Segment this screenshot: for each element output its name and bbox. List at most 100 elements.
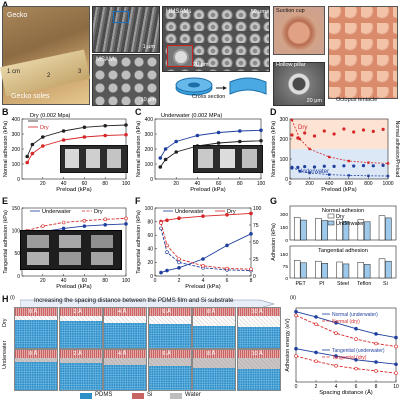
data-point bbox=[165, 268, 169, 273]
x-tick-label: 400 bbox=[325, 181, 334, 187]
y-tick-label: 100 bbox=[145, 162, 154, 168]
x-axis-label: Preload (kPa) bbox=[185, 284, 221, 290]
y-tick-label: 100 bbox=[280, 157, 289, 163]
bar bbox=[315, 218, 322, 241]
y-tick-label: 300 bbox=[280, 212, 288, 218]
ratio-point bbox=[347, 159, 350, 163]
bar bbox=[336, 261, 343, 279]
data-point bbox=[314, 315, 318, 319]
y-tick-label: 40 bbox=[147, 247, 153, 253]
legend-pdms-swatch bbox=[80, 393, 92, 399]
spacing-label: 4 Å bbox=[118, 309, 127, 315]
data-point bbox=[201, 264, 205, 268]
data-point bbox=[332, 164, 336, 169]
y-tick-label: 20 bbox=[147, 260, 153, 266]
data-point bbox=[394, 362, 398, 367]
ratio-point bbox=[308, 171, 311, 175]
legend-water-swatch bbox=[170, 393, 182, 399]
md-snapshot: 6 Å bbox=[147, 307, 192, 349]
x-tick-label: 40 bbox=[61, 278, 67, 284]
data-point bbox=[165, 250, 169, 255]
cross-section-svg bbox=[175, 77, 267, 96]
data-point bbox=[394, 371, 398, 375]
data-point bbox=[342, 164, 346, 168]
data-point bbox=[303, 164, 307, 169]
hollow-pillar-image: Hollow pillar 20 μm bbox=[273, 62, 325, 106]
si-layer bbox=[15, 350, 57, 358]
panel-e-label: E bbox=[2, 196, 9, 206]
series-line bbox=[295, 355, 397, 374]
md-snapshot: 2 Å bbox=[58, 307, 103, 349]
bar bbox=[363, 221, 371, 241]
data-point bbox=[61, 129, 66, 133]
legend-si-swatch bbox=[132, 393, 144, 399]
y-tick-label: 0 bbox=[285, 276, 288, 282]
y-axis-label: Tangential adhesion (kPa) bbox=[136, 210, 142, 274]
panel-g-label: G bbox=[270, 196, 278, 206]
data-point bbox=[201, 214, 205, 218]
chart-title: Dry (0.002 Mpa) bbox=[30, 113, 71, 119]
ratio-point bbox=[290, 118, 294, 122]
data-point bbox=[371, 164, 375, 168]
legend-label: Normal (dry) bbox=[332, 319, 360, 325]
x-tick-label: 80 bbox=[102, 181, 108, 187]
md-snapshot: 0 Å bbox=[14, 349, 58, 391]
data-point bbox=[334, 331, 338, 335]
y-axis-label: Normal adhesion (kPa) bbox=[3, 121, 9, 177]
category-label: PET bbox=[295, 281, 306, 287]
banner-text: Increasing the spacing distance between … bbox=[34, 297, 234, 304]
bar bbox=[321, 263, 328, 279]
x-axis-label: Spacing distance (Å) bbox=[319, 389, 373, 396]
x-tick-label: 2 bbox=[315, 384, 318, 390]
spacing-banner: Increasing the spacing distance between … bbox=[19, 296, 276, 309]
ruler-2-label: 2 bbox=[47, 73, 51, 79]
x-tick-label: 80 bbox=[102, 278, 108, 284]
panel-d-label: D bbox=[270, 107, 277, 117]
chart-d: 0 200 400 600 800 1000 0 100 200 300 Preload (kPa)… bbox=[271, 117, 400, 193]
data-point bbox=[303, 131, 307, 135]
y-tick-label: 400 bbox=[12, 117, 21, 123]
data-point bbox=[342, 127, 346, 131]
data-point bbox=[374, 369, 378, 373]
setae-sem-image: 1 μm bbox=[92, 6, 160, 53]
data-point bbox=[374, 360, 378, 364]
msams-scale: 10 μm bbox=[140, 97, 156, 103]
x-tick-label: 4 bbox=[335, 384, 338, 390]
bar bbox=[378, 215, 386, 241]
legend-underwater-swatch bbox=[327, 220, 335, 226]
y-tick-label: 80 bbox=[147, 219, 153, 225]
md-snapshot: 2 Å bbox=[58, 349, 103, 391]
bar bbox=[342, 263, 350, 279]
data-point bbox=[225, 212, 229, 217]
x-tick-label: 600 bbox=[345, 181, 354, 187]
data-point bbox=[259, 138, 263, 143]
data-point bbox=[322, 129, 326, 133]
msams-sem-image: MSAMs 10 μm bbox=[92, 54, 160, 106]
ratio-point bbox=[347, 174, 350, 177]
dry-band bbox=[290, 119, 388, 149]
data-point bbox=[177, 257, 181, 261]
data-point bbox=[334, 320, 338, 325]
si-layer bbox=[193, 350, 235, 358]
md-snapshot: 4 Å bbox=[103, 349, 147, 391]
bar bbox=[315, 260, 322, 279]
octopus-photo bbox=[328, 6, 398, 99]
msams-label: MSAMs bbox=[96, 57, 117, 63]
y-tick-label: 50 bbox=[14, 251, 20, 257]
ratio-point bbox=[367, 174, 370, 177]
data-point bbox=[216, 141, 221, 145]
data-point bbox=[322, 164, 326, 168]
pdms-layer bbox=[193, 367, 235, 390]
data-point bbox=[124, 222, 128, 226]
x-tick-label: 200 bbox=[305, 181, 314, 187]
ratio-point bbox=[298, 169, 301, 173]
bar bbox=[385, 260, 392, 279]
data-point bbox=[249, 267, 253, 271]
x-tick-label: 100 bbox=[257, 181, 266, 187]
panel-c-inset bbox=[193, 145, 263, 173]
pdms-layer bbox=[104, 322, 146, 348]
hollow-pillar-scale: 20 μm bbox=[306, 98, 322, 104]
y-tick-label: 0 bbox=[150, 177, 153, 183]
data-point bbox=[177, 266, 181, 270]
